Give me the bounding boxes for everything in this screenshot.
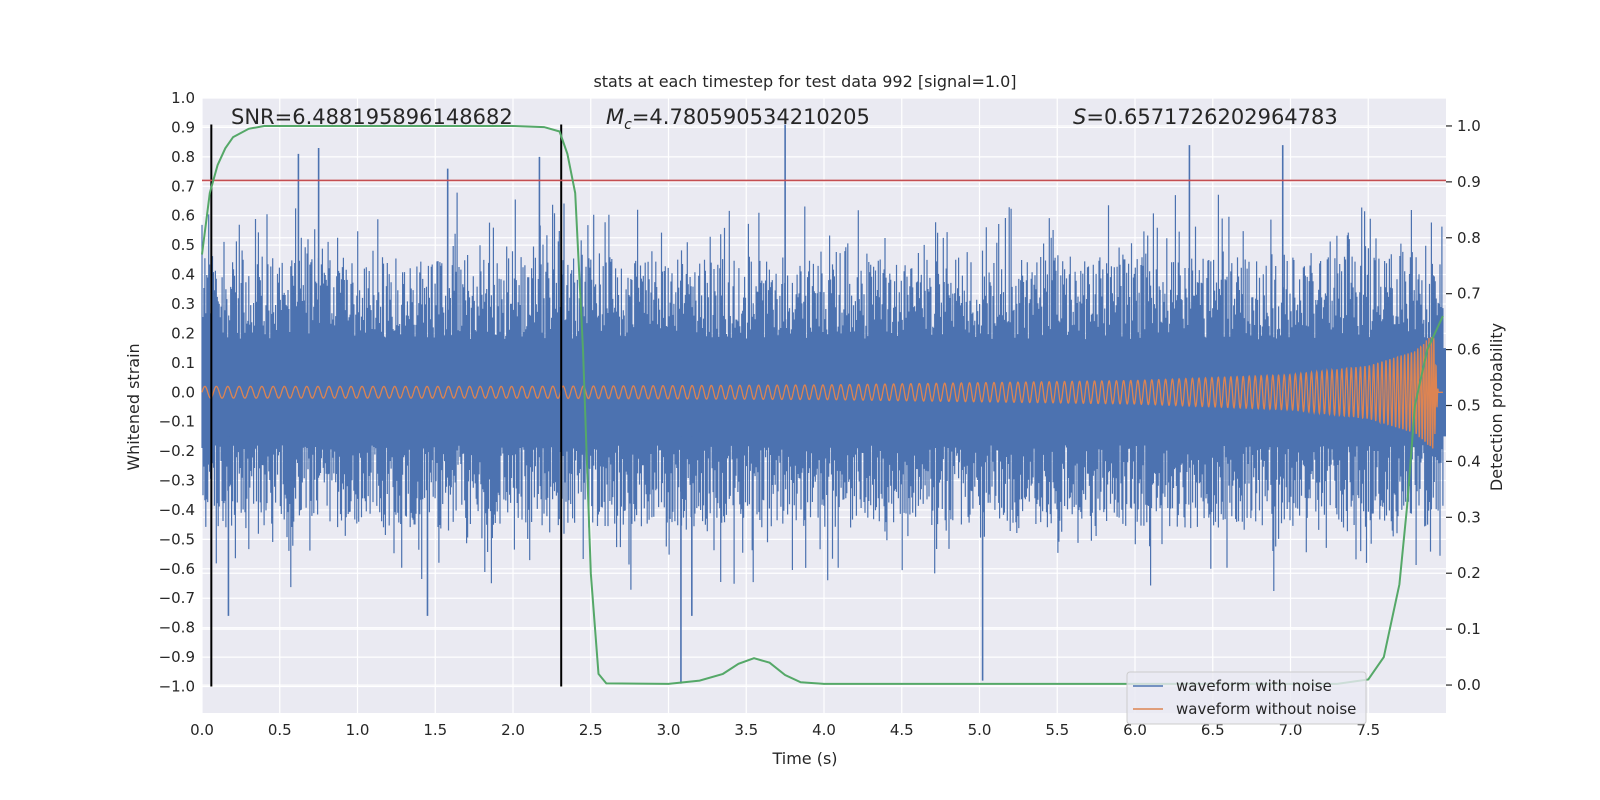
x-tick-label: 7.5 (1356, 721, 1380, 739)
series-detection-probability (201, 125, 1444, 685)
y2-axis-tick-labels: 1.0 0.9 0.8 0.7 0.6 0.5 0.4 0.3 0.2 0.1 0.0 (1446, 117, 1481, 694)
x-tick-label: 1.5 (423, 721, 447, 739)
x-tick-label: 6.5 (1201, 721, 1225, 739)
y-tick-label: 0.2 (171, 324, 195, 342)
y-tick-label: −0.9 (159, 648, 195, 666)
x-axis-tick-labels: 0.0 0.5 1.0 1.5 2.0 2.5 3.0 3.5 4.0 4.5 5.0 5.5 6.0 6… (190, 721, 1380, 739)
y-tick-label: −1.0 (159, 678, 195, 696)
y2-tick-label: 0.8 (1457, 229, 1481, 247)
y-tick-label: 0.7 (171, 177, 195, 195)
y2-tick-label: 0.2 (1457, 564, 1481, 582)
x-axis-label: Time (s) (771, 749, 837, 768)
x-tick-label: 5.0 (968, 721, 992, 739)
s-annotation: S=0.6571726202964783 (1073, 105, 1338, 129)
s-value: =0.6571726202964783 (1086, 105, 1337, 129)
y-tick-label: −0.6 (159, 560, 195, 578)
y-tick-label: −0.5 (159, 530, 195, 548)
y2-tick-label: 0.4 (1457, 452, 1481, 470)
y2-tick-label: 0.7 (1457, 285, 1481, 303)
y-tick-label: 0.1 (171, 354, 195, 372)
snr-annotation: SNR=6.488195896148682 (231, 105, 513, 129)
y2-tick-label: 0.0 (1457, 676, 1481, 694)
x-tick-label: 0.0 (190, 721, 214, 739)
y-tick-label: 0.3 (171, 295, 195, 313)
chirp-mass-value: =4.780590534210205 (632, 105, 870, 129)
x-tick-label: 7.0 (1279, 721, 1303, 739)
x-tick-label: 2.0 (501, 721, 525, 739)
x-tick-label: 0.5 (268, 721, 292, 739)
y-tick-label: 0.5 (171, 236, 195, 254)
legend-label-noisy: waveform with noise (1176, 677, 1332, 695)
x-tick-label: 2.5 (579, 721, 603, 739)
probability-line (201, 125, 1444, 685)
y2-tick-label: 0.1 (1457, 620, 1481, 638)
y-axis-tick-labels: 1.0 0.9 0.8 0.7 0.6 0.5 0.4 0.3 0.2 0.1 0.0 −0.1 −0.… (159, 89, 195, 696)
chirp-mass-symbol: M (606, 105, 624, 129)
series-waveform-without-noise (201, 337, 1443, 449)
legend-box (1126, 671, 1367, 725)
y2-tick-label: 0.6 (1457, 341, 1481, 359)
legend: waveform with noise waveform without noi… (1126, 671, 1367, 725)
y-tick-label: −0.7 (159, 589, 195, 607)
x-tick-label: 5.5 (1045, 721, 1069, 739)
x-tick-label: 4.0 (812, 721, 836, 739)
legend-label-clean: waveform without noise (1176, 700, 1356, 718)
y2-tick-label: 1.0 (1457, 117, 1481, 135)
y-tick-label: −0.4 (159, 501, 195, 519)
clean-waveform-trace (201, 337, 1443, 449)
y2-tick-label: 0.3 (1457, 508, 1481, 526)
s-symbol: S (1073, 105, 1086, 129)
y2-tick-label: 0.9 (1457, 173, 1481, 191)
event-marker-lines (210, 124, 563, 687)
chart-title: stats at each timestep for test data 992… (593, 72, 1016, 91)
y-tick-label: −0.3 (159, 472, 195, 490)
y-tick-label: 1.0 (171, 89, 195, 107)
chirp-mass-annotation: Mc=4.780590534210205 (606, 105, 870, 133)
x-tick-label: 3.5 (734, 721, 758, 739)
y-tick-label: 0.4 (171, 266, 195, 284)
y2-tick-label: 0.5 (1457, 397, 1481, 415)
y-axis-label: Whitened strain (124, 343, 143, 470)
y-tick-label: −0.2 (159, 442, 195, 460)
y2-axis-label: Detection probability (1487, 323, 1506, 491)
x-tick-label: 3.0 (657, 721, 681, 739)
x-tick-label: 6.0 (1123, 721, 1147, 739)
y-tick-label: 0.6 (171, 207, 195, 225)
y-tick-label: 0.8 (171, 148, 195, 166)
y-tick-label: 0.0 (171, 383, 195, 401)
x-tick-label: 4.5 (890, 721, 914, 739)
chirp-mass-subscript: c (624, 117, 632, 133)
y-tick-label: −0.1 (159, 413, 195, 431)
y-tick-label: −0.8 (159, 619, 195, 637)
y-tick-label: 0.9 (171, 118, 195, 136)
x-tick-label: 1.0 (346, 721, 370, 739)
